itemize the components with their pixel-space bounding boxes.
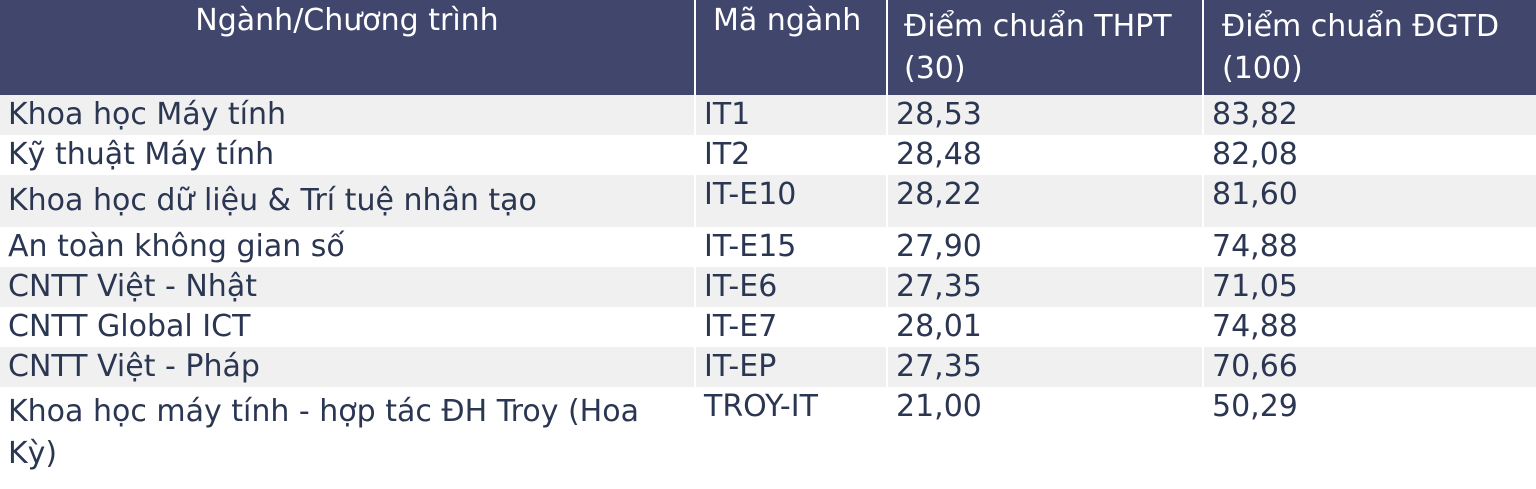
code-cell: IT-E6 xyxy=(695,267,888,307)
dgtd-score-cell: 50,29 xyxy=(1203,387,1536,475)
table-row: Kỹ thuật Máy tính IT2 28,48 82,08 xyxy=(0,135,1536,175)
dgtd-score-cell: 71,05 xyxy=(1203,267,1536,307)
code-cell: IT-E10 xyxy=(695,175,888,227)
code-cell: IT-E15 xyxy=(695,227,888,267)
dgtd-score-cell: 74,88 xyxy=(1203,227,1536,267)
thpt-score-cell: 28,53 xyxy=(887,95,1204,135)
program-cell: Khoa học dữ liệu & Trí tuệ nhân tạo xyxy=(0,175,696,227)
thpt-score-cell: 21,00 xyxy=(887,387,1204,475)
table-row: Khoa học Máy tính IT1 28,53 83,82 xyxy=(0,95,1536,135)
dgtd-score-cell: 82,08 xyxy=(1203,135,1536,175)
thpt-score-cell: 27,35 xyxy=(887,347,1204,387)
program-cell: Kỹ thuật Máy tính xyxy=(0,135,696,175)
column-header-dgtd-score: Điểm chuẩn ĐGTD (100) xyxy=(1203,0,1536,95)
table-row: CNTT Việt - Nhật IT-E6 27,35 71,05 xyxy=(0,267,1536,307)
column-header-thpt-score: Điểm chuẩn THPT (30) xyxy=(887,0,1204,95)
code-cell: TROY-IT xyxy=(695,387,888,475)
column-header-code: Mã ngành xyxy=(695,0,888,95)
program-cell: CNTT Global ICT xyxy=(0,307,696,347)
table-row: CNTT Việt - Pháp IT-EP 27,35 70,66 xyxy=(0,347,1536,387)
column-header-program: Ngành/Chương trình xyxy=(0,0,696,95)
table-header-row: Ngành/Chương trình Mã ngành Điểm chuẩn T… xyxy=(0,0,1536,95)
program-cell: CNTT Việt - Nhật xyxy=(0,267,696,307)
code-cell: IT2 xyxy=(695,135,888,175)
program-cell: CNTT Việt - Pháp xyxy=(0,347,696,387)
thpt-score-cell: 28,22 xyxy=(887,175,1204,227)
dgtd-score-cell: 74,88 xyxy=(1203,307,1536,347)
thpt-score-cell: 28,01 xyxy=(887,307,1204,347)
code-cell: IT-EP xyxy=(695,347,888,387)
code-cell: IT1 xyxy=(695,95,888,135)
program-cell: Khoa học Máy tính xyxy=(0,95,696,135)
thpt-score-cell: 27,35 xyxy=(887,267,1204,307)
program-cell: An toàn không gian số xyxy=(0,227,696,267)
table-row: CNTT Global ICT IT-E7 28,01 74,88 xyxy=(0,307,1536,347)
table-row: An toàn không gian số IT-E15 27,90 74,88 xyxy=(0,227,1536,267)
thpt-score-cell: 28,48 xyxy=(887,135,1204,175)
dgtd-score-cell: 70,66 xyxy=(1203,347,1536,387)
admission-scores-table: Ngành/Chương trình Mã ngành Điểm chuẩn T… xyxy=(0,0,1536,475)
program-cell: Khoa học máy tính - hợp tác ĐH Troy (Hoa… xyxy=(0,387,696,475)
dgtd-score-cell: 83,82 xyxy=(1203,95,1536,135)
dgtd-score-cell: 81,60 xyxy=(1203,175,1536,227)
table-row: Khoa học máy tính - hợp tác ĐH Troy (Hoa… xyxy=(0,387,1536,475)
table-row: Khoa học dữ liệu & Trí tuệ nhân tạo IT-E… xyxy=(0,175,1536,227)
code-cell: IT-E7 xyxy=(695,307,888,347)
thpt-score-cell: 27,90 xyxy=(887,227,1204,267)
